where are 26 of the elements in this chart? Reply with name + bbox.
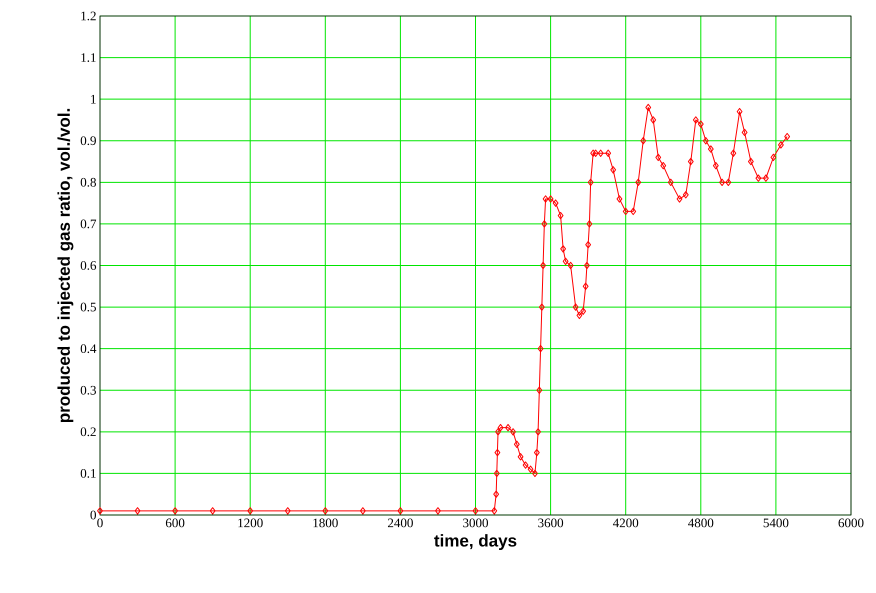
x-tick-label: 1200 (238, 518, 263, 528)
y-tick-label: 0.7 (80, 219, 96, 228)
y-tick-label: 0.2 (80, 427, 96, 436)
y-tick-label: 0.4 (80, 344, 96, 354)
x-tick-label: 0 (97, 518, 103, 528)
x-tick-label: 6000 (838, 518, 864, 528)
x-tick-label: 3600 (538, 518, 564, 528)
y-tick-label: 0 (90, 510, 96, 520)
x-axis-title: time, days (434, 534, 516, 550)
y-axis-title: produced to injected gas ratio, vol./vol. (57, 108, 74, 422)
y-tick-label: 1.1 (81, 53, 96, 62)
x-tick-label: 5400 (764, 518, 788, 528)
x-tick-label: 3000 (463, 518, 488, 528)
y-tick-label: 0.1 (80, 468, 96, 478)
x-tick-label: 1800 (313, 518, 338, 528)
y-tick-label: 0.3 (80, 386, 96, 395)
y-tick-label: 1.2 (81, 12, 96, 20)
y-tick-label: 0.6 (80, 261, 96, 270)
y-tick-label: 0.8 (80, 178, 96, 187)
x-tick-label: 600 (166, 518, 184, 528)
x-tick-label: 2400 (388, 518, 413, 528)
y-tick-label: 0.9 (80, 136, 96, 146)
y-tick-label: 0.5 (80, 302, 96, 312)
x-tick-label: 4200 (612, 518, 638, 528)
y-tick-label: 1 (91, 94, 96, 104)
x-tick-label: 4800 (688, 518, 714, 528)
